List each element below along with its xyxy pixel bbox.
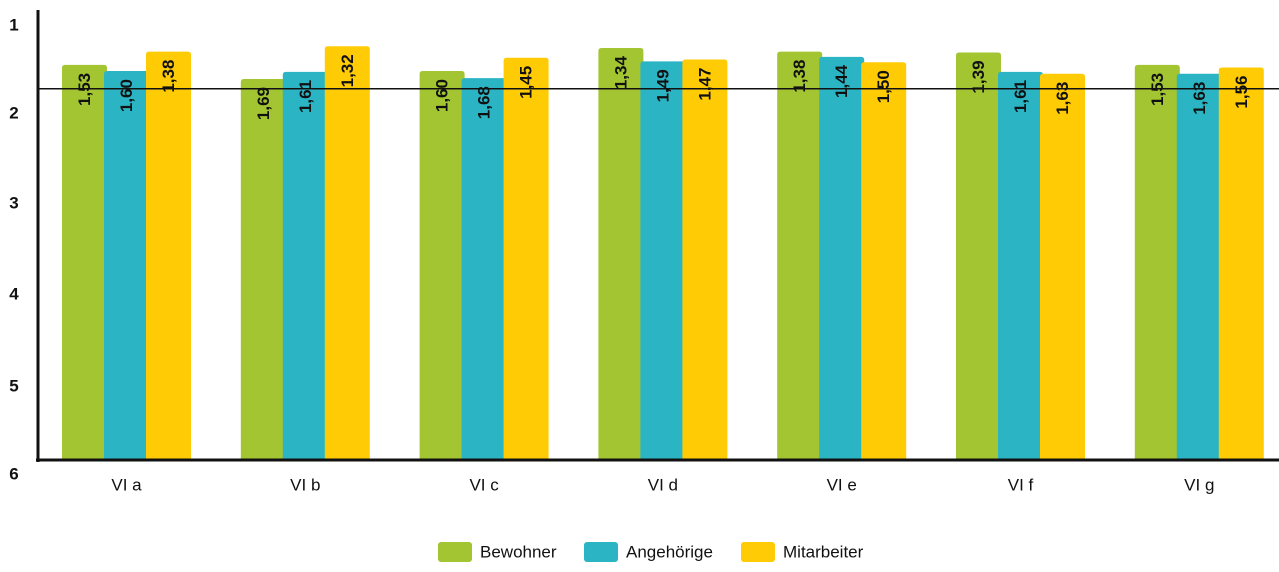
data-label: 1,45 — [517, 66, 536, 99]
data-label: 1,68 — [475, 86, 494, 119]
y-tick-label: 5 — [9, 377, 18, 396]
y-tick-label: 6 — [9, 465, 18, 484]
y-tick-label: 1 — [9, 16, 18, 35]
data-label: 1,63 — [1190, 82, 1209, 115]
legend-swatch — [741, 542, 775, 562]
data-label: 1,60 — [433, 79, 452, 112]
bar-bewohner-vi-g — [1134, 64, 1180, 461]
legend-label: Mitarbeiter — [783, 543, 864, 562]
x-tick-label: VI e — [827, 476, 857, 495]
y-tick-label: 3 — [9, 194, 18, 213]
data-label: 1,38 — [790, 60, 809, 93]
bar-mitarbeiter-vi-d — [682, 59, 728, 460]
bar-bewohner-vi-d — [598, 48, 644, 460]
data-label: 1,32 — [338, 54, 357, 87]
bar-angeh-rige-vi-a — [104, 71, 149, 460]
bar-bewohner-vi-c — [419, 71, 465, 460]
data-label: 1,49 — [653, 69, 672, 102]
bars-layer — [62, 46, 1264, 461]
bar-angeh-rige-vi-g — [1176, 73, 1222, 460]
y-tick-labels: 1 2 3 4 5 6 — [9, 16, 19, 484]
bar-mitarbeiter-vi-g — [1218, 67, 1264, 460]
legend-swatch — [584, 542, 618, 562]
data-label: 1,56 — [1232, 76, 1251, 109]
x-tick-label: VI d — [648, 476, 678, 495]
y-tick-label: 2 — [9, 104, 18, 123]
legend: Bewohner Angehörige Mitarbeiter — [438, 542, 864, 562]
data-label: 1,38 — [159, 60, 178, 93]
data-label: 1,34 — [611, 56, 630, 90]
x-tick-labels: VI a VI b VI c VI d VI e VI f VI g — [111, 476, 1214, 495]
data-label: 1,61 — [1011, 80, 1030, 113]
bar-mitarbeiter-vi-a — [146, 51, 191, 460]
x-tick-label: VI a — [111, 476, 142, 495]
bar-angeh-rige-vi-d — [640, 61, 686, 460]
data-label: 1,61 — [296, 80, 315, 113]
x-tick-label: VI c — [469, 476, 499, 495]
bar-bewohner-vi-a — [62, 64, 107, 461]
bar-angeh-rige-vi-f — [998, 71, 1043, 460]
data-labels: 1,53 1,60 1,38 1,69 1,61 1,32 1,60 1,68 1,45 1,34… — [75, 54, 1251, 120]
bar-mitarbeiter-vi-c — [503, 57, 549, 460]
data-label: 1,44 — [832, 64, 851, 98]
bar-mitarbeiter-vi-b — [324, 46, 370, 461]
bar-bewohner-vi-f — [956, 52, 1001, 460]
y-tick-label: 4 — [9, 285, 19, 304]
data-label: 1,50 — [874, 70, 893, 103]
data-label: 1,69 — [254, 87, 273, 120]
bar-mitarbeiter-vi-e — [861, 62, 907, 460]
bar-angeh-rige-vi-b — [282, 71, 328, 460]
bar-bewohner-vi-e — [777, 51, 823, 460]
legend-label: Bewohner — [480, 543, 557, 562]
axes-layer — [36, 10, 1279, 462]
x-tick-label: VI f — [1008, 476, 1034, 495]
x-tick-label: VI g — [1184, 476, 1214, 495]
data-label: 1,47 — [695, 68, 714, 101]
x-tick-label: VI b — [290, 476, 320, 495]
data-label: 1,63 — [1053, 82, 1072, 115]
data-label: 1,53 — [1148, 73, 1167, 106]
legend-label: Angehörige — [626, 543, 713, 562]
data-label: 1,53 — [75, 73, 94, 106]
bar-angeh-rige-vi-e — [819, 56, 865, 461]
data-label: 1,39 — [969, 60, 988, 93]
bar-bewohner-vi-b — [240, 78, 286, 460]
legend-swatch — [438, 542, 472, 562]
bar-angeh-rige-vi-c — [461, 78, 507, 460]
bar-mitarbeiter-vi-f — [1040, 73, 1085, 460]
data-label: 1,60 — [117, 79, 136, 112]
